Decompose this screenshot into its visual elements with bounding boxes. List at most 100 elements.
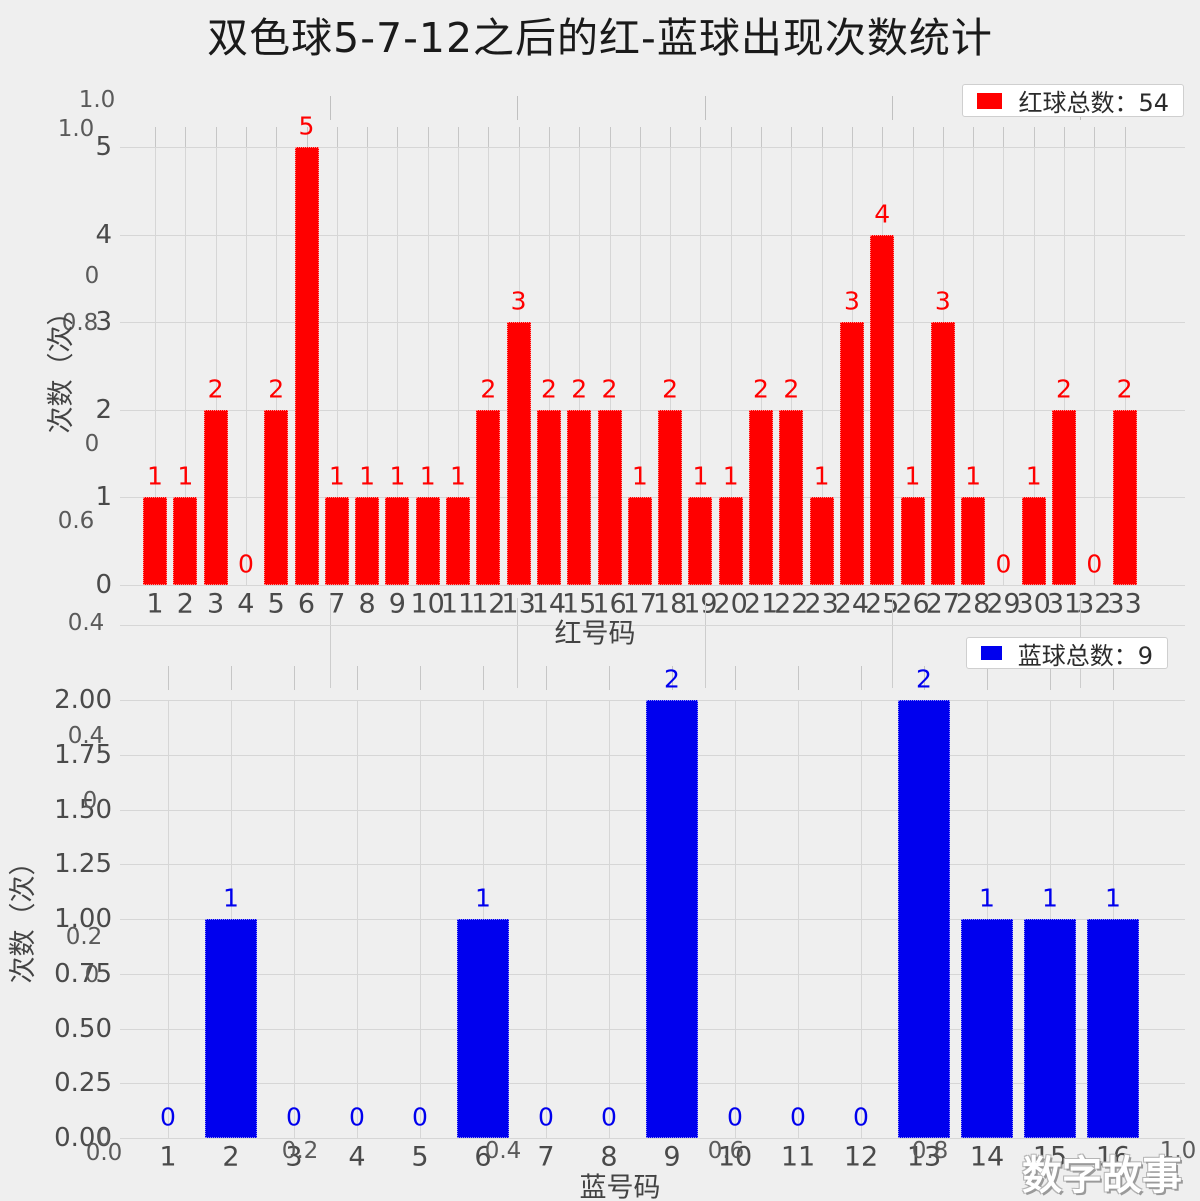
gridline <box>397 147 399 585</box>
gridline <box>488 147 490 585</box>
gridline <box>155 147 156 585</box>
red-bar <box>446 497 470 585</box>
red-bar-value-label: 2 <box>1116 374 1133 404</box>
blue-y-tick-label: 1.75 <box>54 739 112 770</box>
red-bar <box>809 497 834 585</box>
axis-tick-mark <box>987 666 988 690</box>
axis-tick-mark <box>294 666 295 690</box>
blue-bar <box>205 919 257 1138</box>
red-bar-value-label: 1 <box>1025 461 1042 491</box>
blue-x-tick-label: 10 <box>717 1141 753 1173</box>
gridline <box>973 147 975 585</box>
blue-y-tick-label: 2.00 <box>54 685 112 715</box>
axis-tick-mark <box>276 127 278 147</box>
red-y-tick-label: 0 <box>95 570 112 600</box>
blue-bar-value-label: 0 <box>727 1102 743 1132</box>
red-bar-value-label: 2 <box>480 374 497 404</box>
axis-tick-mark <box>548 127 550 147</box>
blue-bar <box>1087 919 1139 1138</box>
stray-tick-label: 0.4 <box>484 1138 522 1164</box>
blue-bar <box>1024 919 1076 1138</box>
axis-tick-mark <box>821 127 823 147</box>
red-bar <box>627 497 652 585</box>
red-bar-value-label: 1 <box>328 461 345 491</box>
gridline <box>120 497 1185 499</box>
blue-x-tick-label: 8 <box>600 1141 618 1173</box>
red-x-tick-label: 30 <box>1016 588 1051 620</box>
red-bar <box>1052 409 1076 585</box>
gridline <box>700 147 702 585</box>
red-bar <box>415 497 440 585</box>
red-legend-swatch-icon <box>977 92 1003 109</box>
axis-tick-mark <box>798 666 799 690</box>
axis-tick-mark <box>357 666 358 690</box>
stray-tick-label: 1.0 <box>78 87 116 113</box>
red-bar <box>385 497 410 585</box>
red-bar <box>688 497 713 585</box>
axis-tick-mark <box>546 666 547 690</box>
axis-tick-mark <box>1033 127 1035 147</box>
axis-tick-mark <box>672 666 673 690</box>
red-x-tick-label: 27 <box>925 588 960 620</box>
gridline <box>120 322 1185 324</box>
blue-legend-label: 蓝球总数：9 <box>1017 641 1153 670</box>
red-bar <box>264 409 289 585</box>
blue-bar-value-label: 2 <box>664 664 680 694</box>
gridline <box>730 147 732 585</box>
red-x-tick-label: 7 <box>328 588 346 620</box>
blue-x-tick-label: 14 <box>969 1141 1005 1173</box>
red-bar <box>749 409 773 585</box>
blue-y-tick-label: 1.50 <box>54 794 112 825</box>
blue-bar-value-label: 0 <box>286 1102 302 1132</box>
blue-y-tick-label: 0.75 <box>54 958 112 989</box>
red-bar-value-label: 2 <box>783 374 800 404</box>
gridline <box>670 147 672 585</box>
stray-tick-label: 0 <box>96 1125 112 1151</box>
gridline <box>1033 147 1035 585</box>
gridline <box>120 234 1185 236</box>
red-x-tick-label: 8 <box>358 588 376 620</box>
axis-tick-mark <box>609 127 611 147</box>
red-x-tick-label: 15 <box>562 588 597 620</box>
red-bar <box>294 147 319 585</box>
blue-bar <box>898 700 950 1138</box>
red-x-tick-label: 28 <box>955 588 991 620</box>
gridline <box>579 147 581 585</box>
gridline <box>427 147 429 585</box>
gridline <box>120 585 1185 586</box>
blue-y-tick-label: 0.50 <box>54 1013 112 1044</box>
red-bar <box>1112 409 1137 585</box>
blue-x-tick-label: 4 <box>348 1141 366 1173</box>
axis-tick-mark <box>609 666 610 690</box>
gridline <box>120 147 1185 148</box>
axis-tick-mark <box>420 666 421 690</box>
axis-tick-mark <box>973 127 975 147</box>
red-bar-value-label: 1 <box>389 461 406 491</box>
axis-tick-mark <box>670 127 672 147</box>
blue-x-tick-label: 9 <box>663 1141 681 1173</box>
red-bar-value-label: 2 <box>662 374 679 404</box>
red-x-tick-label: 33 <box>1107 588 1142 620</box>
red-y-tick-label: 4 <box>95 219 112 250</box>
axis-tick-mark <box>306 127 308 147</box>
red-x-tick-label: 12 <box>471 588 506 620</box>
axis-tick-mark <box>761 127 762 147</box>
red-bar-value-label: 1 <box>147 461 163 491</box>
gridline <box>912 147 914 585</box>
blue-bar-value-label: 0 <box>601 1102 617 1132</box>
red-bar <box>930 322 955 585</box>
stray-tick-label: 0.0 <box>85 1140 123 1166</box>
axis-tick-mark <box>458 127 459 147</box>
gridline <box>798 700 799 1138</box>
blue-x-tick-label: 11 <box>780 1141 816 1173</box>
red-legend: 红球总数：54 <box>962 84 1184 117</box>
watermark: 数字故事 <box>1022 1153 1182 1199</box>
axis-tick-mark <box>1064 127 1065 147</box>
red-bar-value-label: 1 <box>904 461 921 491</box>
stray-tick-mark <box>705 598 706 688</box>
red-bar <box>143 497 167 585</box>
blue-x-tick-label: 3 <box>285 1141 303 1173</box>
red-x-tick-label: 5 <box>267 588 285 620</box>
red-bar <box>1021 497 1046 585</box>
